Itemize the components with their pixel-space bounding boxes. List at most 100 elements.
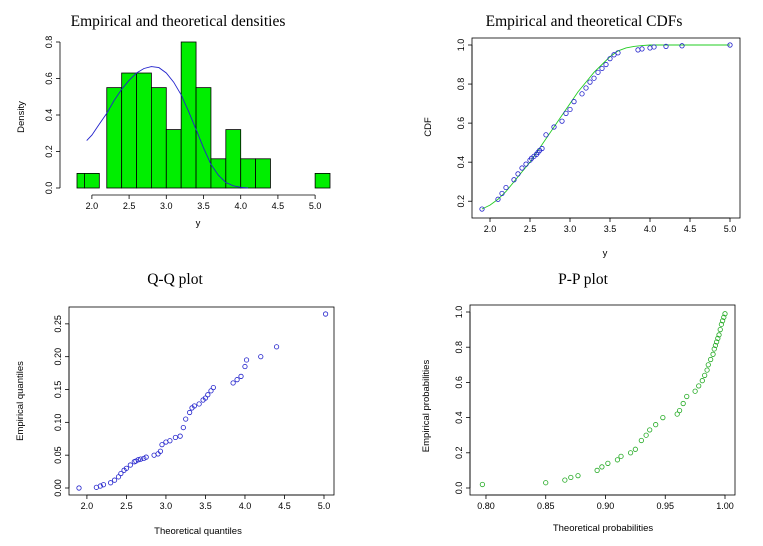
density-panel: Empirical and theoretical densities y De… [16, 13, 331, 229]
density-chart-title: Empirical and theoretical densities [71, 13, 286, 30]
qq-point [97, 483, 103, 489]
pp-y-tick-label: 0.8 [454, 341, 464, 354]
density-bar [106, 87, 123, 189]
qq-panel: Q-Q plot Theoretical quantiles Empirical… [15, 271, 335, 537]
cdf-y-tick-label: 0.8 [456, 78, 466, 91]
qq-y-tick-label: 0.05 [53, 446, 63, 464]
pp-point [708, 356, 714, 363]
density-x-tick-label: 4.0 [234, 201, 247, 211]
cdf-plot-box [471, 37, 741, 219]
pp-y-tick-label: 0.0 [454, 482, 464, 495]
pp-y-tick-label: 0.4 [454, 411, 464, 424]
pp-point [718, 321, 725, 327]
cdf-point [495, 196, 501, 202]
qq-x-tick-label: 4.0 [239, 501, 252, 511]
cdf-point [571, 99, 577, 105]
density-bar [255, 158, 271, 189]
density-y-tick-label: 0.2 [44, 145, 54, 158]
pp-x-axis-label: Theoretical probabilities [553, 523, 654, 534]
pp-chart-title: P-P plot [558, 271, 609, 288]
pp-point [562, 477, 568, 483]
qq-point [205, 392, 211, 398]
cdf-point [651, 44, 657, 50]
pp-x-tick-label: 0.80 [477, 501, 495, 511]
pp-point [594, 467, 600, 473]
density-x-tick-label: 3.0 [160, 201, 173, 211]
qq-point [155, 451, 161, 457]
cdf-x-tick-label: 4.0 [644, 224, 657, 234]
cdf-axes: 2.0 2.5 3.0 3.5 4.0 4.5 5.0 0.2 0.4 0.6 0.8 1.0 [456, 37, 741, 234]
pp-point [568, 474, 574, 481]
pp-y-tick-label: 0.6 [454, 376, 464, 389]
density-bar [180, 41, 197, 189]
qq-axes: 2.0 2.5 3.0 3.5 4.0 4.5 5.0 0.00 0.05 0.10 0.15 0.2… [53, 306, 335, 511]
pp-point [715, 335, 721, 341]
density-y-tick-label: 0.8 [44, 36, 54, 49]
pp-point [632, 446, 638, 452]
qq-point [108, 480, 114, 486]
cdf-point [559, 118, 565, 124]
qq-marks [76, 311, 329, 491]
cdf-x-tick-label: 3.0 [564, 224, 577, 234]
qq-x-tick-label: 3.5 [199, 501, 212, 511]
pp-x-tick-label: 0.90 [597, 501, 615, 511]
qq-point [238, 373, 244, 379]
cdf-point [595, 69, 601, 75]
cdf-y-tick-label: 0.4 [456, 156, 466, 169]
qq-point [143, 454, 149, 460]
qq-point [191, 403, 197, 409]
cdf-point [607, 56, 613, 62]
qq-point [208, 388, 214, 394]
pp-point [710, 351, 716, 357]
pp-point [721, 314, 727, 320]
pp-x-tick-label: 0.85 [537, 501, 555, 511]
cdf-point [599, 65, 605, 72]
density-bar [225, 129, 242, 189]
cdf-point [523, 161, 529, 167]
qq-y-tick-label: 0.20 [53, 348, 63, 366]
pp-point [599, 464, 605, 470]
cdf-point [519, 165, 525, 171]
qq-point [202, 395, 209, 401]
qq-point [157, 448, 164, 454]
qq-x-tick-label: 4.5 [278, 501, 291, 511]
pp-axes: 0.80 0.85 0.90 0.95 1.00 0.0 0.2 0.4 0.6 0.8 1.0 [454, 304, 736, 511]
qq-x-tick-label: 3.0 [160, 501, 173, 511]
qq-point [322, 311, 329, 317]
pp-point [575, 473, 581, 479]
density-bar [240, 158, 256, 189]
qq-point [187, 409, 193, 416]
cdf-point [511, 177, 517, 183]
qq-point [273, 344, 280, 350]
cdf-point [587, 79, 593, 85]
pp-point [705, 362, 711, 368]
qq-point [230, 380, 236, 386]
cdf-y-tick-label: 1.0 [456, 39, 466, 52]
pp-y-tick-label: 1.0 [454, 306, 464, 319]
pp-y-axis-label: Empirical probabilities [421, 360, 432, 453]
pp-point [676, 407, 683, 414]
qq-point [123, 465, 130, 471]
cdf-point [639, 46, 645, 52]
pp-point [543, 480, 549, 486]
qq-point [258, 354, 264, 360]
cdf-x-tick-label: 4.5 [684, 224, 697, 234]
pp-point [699, 378, 705, 384]
pp-x-tick-label: 0.95 [656, 501, 674, 511]
density-x-tick-label: 3.5 [197, 201, 210, 211]
qq-point [172, 434, 179, 441]
qq-y-tick-label: 0.25 [53, 315, 63, 333]
pp-point [653, 422, 659, 428]
pp-point [717, 326, 723, 333]
density-bar [76, 172, 85, 189]
pp-point [674, 411, 680, 417]
qq-point [159, 442, 165, 448]
cdf-point [551, 124, 557, 130]
qq-point [196, 401, 202, 407]
cdf-point [615, 50, 621, 56]
cdf-chart-title: Empirical and theoretical CDFs [486, 13, 683, 30]
cdf-point [603, 61, 609, 68]
pp-point [627, 450, 634, 456]
density-fitted-curve [86, 66, 249, 189]
